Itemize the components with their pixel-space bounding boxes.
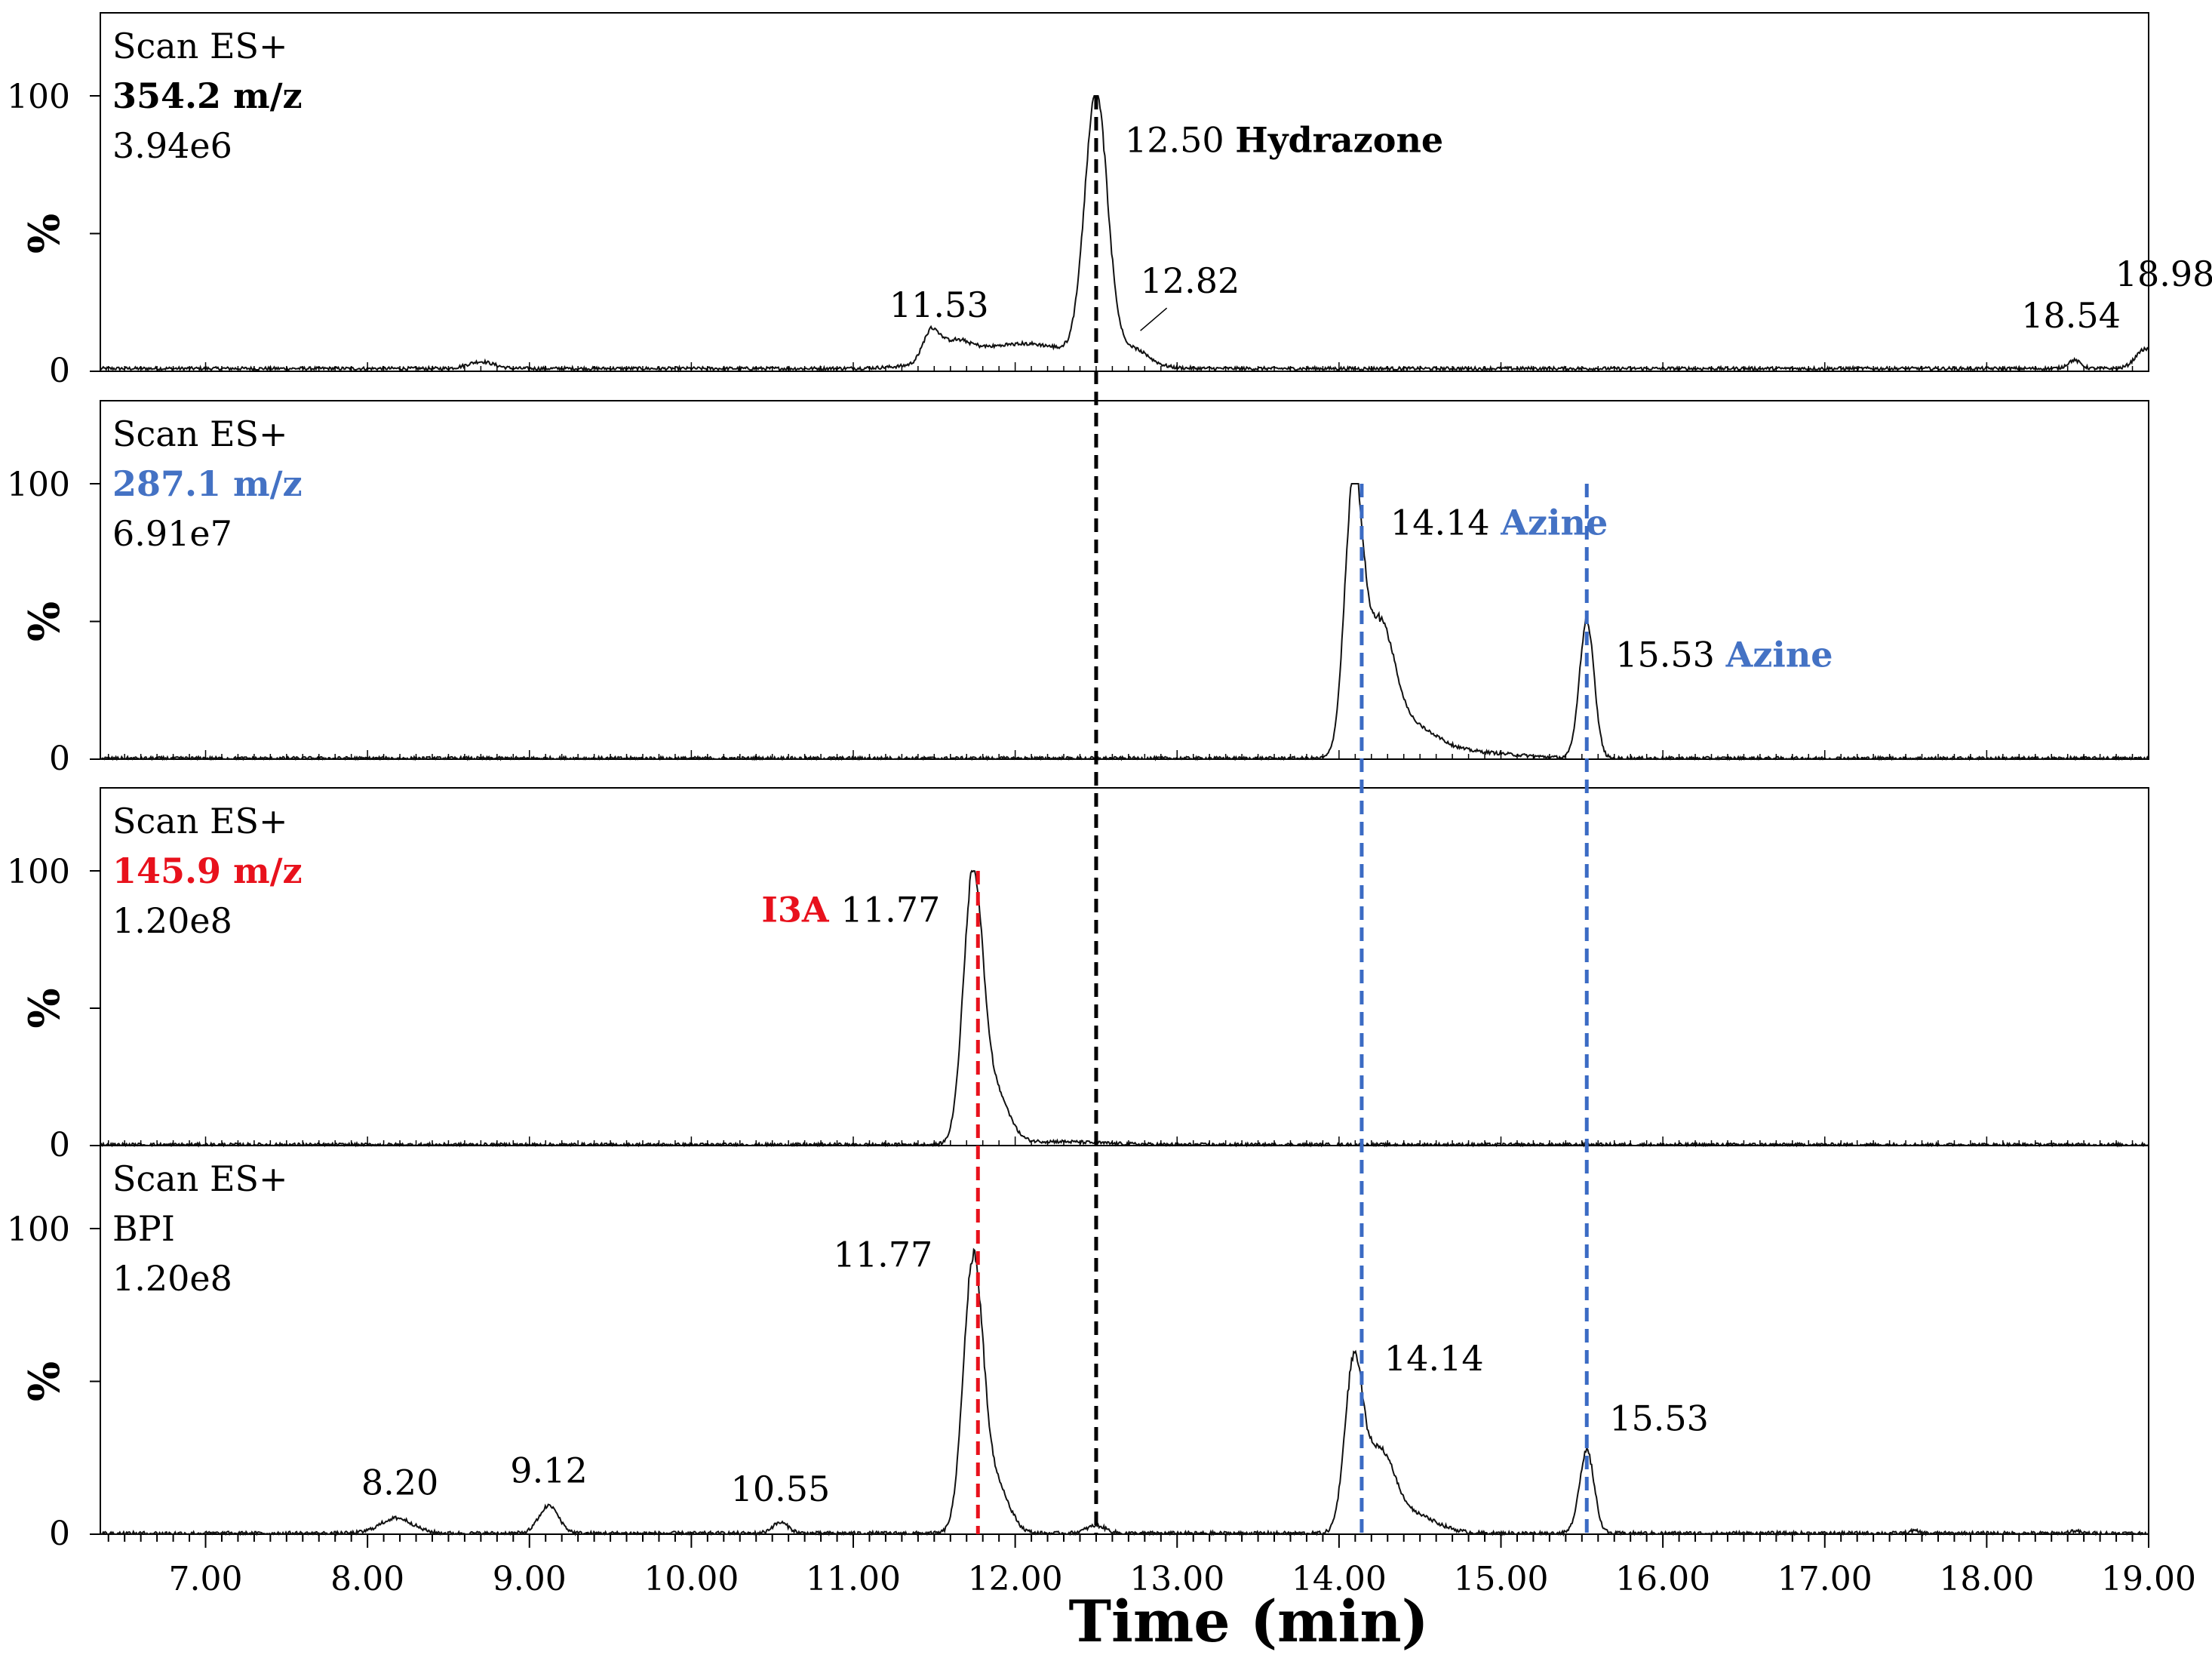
panel-1: 100 0% Scan ES+ 354.2 m/z 3.94e6 12.50 Hydraz… [7, 12, 2212, 390]
panel-frame [100, 12, 2149, 372]
chromatogram-trace [100, 483, 2149, 761]
peak-label: 10.55 [731, 1469, 831, 1509]
peak-label: 12.50 Hydrazone [1125, 120, 1443, 161]
y-tick-label-100: 100 [7, 1210, 70, 1249]
panels: 100 0% Scan ES+ 354.2 m/z 3.94e6 12.50 Hydraz… [7, 12, 2212, 1553]
compound-tag: Azine [1725, 635, 1833, 675]
chromatogram-trace [100, 1247, 2149, 1537]
y-tick-label-0: 0 [49, 740, 70, 778]
channel-label: 354.2 m/z [112, 75, 303, 116]
peak-label: 8.20 [361, 1463, 438, 1503]
y-tick-label-100: 100 [7, 853, 70, 891]
channel-label: 145.9 m/z [112, 850, 303, 891]
peak-label: 14.14 Azine [1390, 502, 1608, 543]
label-leader [1140, 307, 1168, 331]
x-tick-label: 8.00 [330, 1560, 404, 1598]
peak-rt-value: 11.77 [841, 889, 941, 930]
intensity-label: 3.94e6 [112, 125, 232, 166]
y-tick-label-0: 0 [49, 1515, 70, 1553]
x-tick-label: 11.00 [806, 1560, 901, 1598]
peak-label: 18.54 [2021, 295, 2121, 336]
y-tick-label-100: 100 [7, 466, 70, 504]
y-tick-label-0: 0 [49, 352, 70, 390]
x-tick-label: 19.00 [2101, 1560, 2196, 1598]
x-tick-label: 15.00 [1454, 1560, 1549, 1598]
panel-3: 100 0% Scan ES+ 145.9 m/z 1.20e8 I3A 11.77 [7, 787, 2149, 1164]
peak-rt-value: 14.14 [1390, 502, 1501, 543]
intensity-label: 1.20e8 [112, 900, 232, 941]
channel-label: BPI [112, 1208, 175, 1249]
y-axis-label: % [20, 601, 69, 641]
x-tick-label: 7.00 [169, 1560, 243, 1598]
channel-label: 287.1 m/z [112, 463, 303, 504]
x-tick-label: 13.00 [1129, 1560, 1224, 1598]
scan-mode-label: Scan ES+ [112, 414, 288, 454]
peak-label: 14.14 [1384, 1338, 1484, 1379]
peak-label: 12.82 [1141, 260, 1240, 301]
y-tick-label-100: 100 [7, 78, 70, 116]
x-tick-label: 18.00 [1939, 1560, 2034, 1598]
x-axis-label: Time (min) [1068, 1588, 1428, 1655]
peak-label: 18.98 [2115, 254, 2212, 294]
compound-tag: Hydrazone [1235, 120, 1443, 161]
compound-tag: I3A [761, 889, 840, 930]
y-axis-label: % [20, 214, 69, 254]
x-axis: 7.00 8.00 9.00 10.00 11.00 12.00 13.00 14.00 15.… [107, 362, 2196, 1598]
intensity-label: 1.20e8 [112, 1258, 232, 1299]
x-tick-label: 12.00 [968, 1560, 1063, 1598]
scan-mode-label: Scan ES+ [112, 801, 288, 841]
peak-label: 15.53 [1609, 1398, 1709, 1439]
peak-rt-value: 15.53 [1615, 635, 1725, 675]
panel-4: 100 0% Scan ES+ BPI 1.20e8 8.20 9.12 10.55 11.77… [7, 1145, 2149, 1553]
peak-label: 15.53 Azine [1615, 635, 1833, 675]
panel-frame [100, 400, 2149, 760]
compound-tag: Azine [1500, 502, 1608, 543]
y-axis-label: % [20, 1361, 69, 1401]
peak-label: 9.12 [510, 1450, 587, 1491]
x-tick-label: 17.00 [1777, 1560, 1873, 1598]
peak-label: 11.53 [889, 285, 989, 325]
x-tick-label: 10.00 [644, 1560, 739, 1598]
y-tick-label-0: 0 [49, 1126, 70, 1164]
y-axis-label: % [20, 988, 69, 1028]
peak-rt-value: 12.50 [1125, 120, 1235, 161]
x-tick-label: 14.00 [1292, 1560, 1387, 1598]
retention-time-guides [975, 96, 1589, 1534]
scan-mode-label: Scan ES+ [112, 26, 288, 66]
x-tick-label: 16.00 [1615, 1560, 1710, 1598]
peak-label: 11.77 [834, 1235, 933, 1275]
x-tick-label: 9.00 [493, 1560, 567, 1598]
panel-frame [100, 787, 2149, 1146]
chromatogram-trace [100, 869, 2149, 1148]
chromatogram-trace [100, 95, 2149, 373]
peak-label: I3A 11.77 [761, 889, 940, 930]
scan-mode-label: Scan ES+ [112, 1158, 288, 1199]
intensity-label: 6.91e7 [112, 513, 232, 554]
